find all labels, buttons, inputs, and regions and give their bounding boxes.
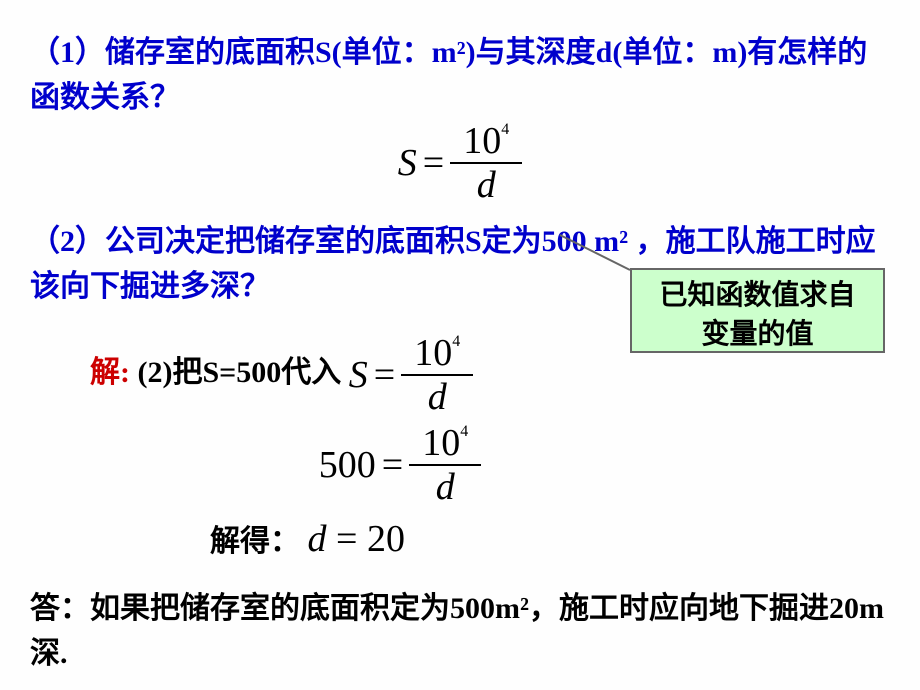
callout-line-2: 变量的值 xyxy=(701,319,813,350)
formula-1-num-base: 10 xyxy=(463,120,501,162)
formula-2-fraction: 104 d xyxy=(401,334,473,416)
formula-1-lhs: S xyxy=(398,141,417,185)
solution-label: 解: xyxy=(90,356,130,389)
formula-3-num-base: 10 xyxy=(422,422,460,464)
slide-content: （1）储存室的底面积S(单位：m²)与其深度d(单位：m)有怎样的函数关系？ S… xyxy=(0,0,920,690)
formula-3-num-exp: 4 xyxy=(460,423,468,440)
answer-content: 答：如果把储存室的底面积定为500m²，施工时应向地下掘进20m深. xyxy=(30,592,884,670)
formula-2-num-base: 10 xyxy=(414,332,452,374)
formula-1-fraction: 104 d xyxy=(450,122,522,204)
formula-2-lhs: S xyxy=(349,353,368,397)
formula-3: 500 = 104 d xyxy=(0,424,890,506)
result-value: 20 xyxy=(367,518,405,560)
formula-3-den: d xyxy=(409,464,481,506)
solution-step-text: (2)把S=500代入 xyxy=(130,356,349,389)
formula-2-den: d xyxy=(401,374,473,416)
formula-1-den: d xyxy=(450,162,522,204)
formula-2-num-exp: 4 xyxy=(452,333,460,350)
result-eq: = xyxy=(327,518,367,560)
formula-1-num-exp: 4 xyxy=(501,121,509,138)
result-line: 解得： d = 20 xyxy=(210,516,890,561)
formula-1-eq: = xyxy=(423,141,444,185)
result-label: 解得： xyxy=(210,525,300,558)
result-var: d xyxy=(308,518,327,560)
callout-box: 已知函数值求自 变量的值 xyxy=(630,268,885,353)
formula-1: S = 104 d xyxy=(30,122,890,204)
formula-3-fraction: 104 d xyxy=(409,424,481,506)
formula-3-lhs: 500 xyxy=(319,443,376,487)
formula-2-eq: = xyxy=(374,353,395,397)
question-1-text: （1）储存室的底面积S(单位：m²)与其深度d(单位：m)有怎样的函数关系？ xyxy=(30,36,867,114)
question-1: （1）储存室的底面积S(单位：m²)与其深度d(单位：m)有怎样的函数关系？ xyxy=(30,30,890,120)
callout-line-1: 已知函数值求自 xyxy=(659,280,855,311)
formula-3-eq: = xyxy=(382,443,403,487)
answer-text: 答：如果把储存室的底面积定为500m²，施工时应向地下掘进20m深. xyxy=(30,586,890,676)
formula-2: S = 104 d xyxy=(349,334,473,416)
